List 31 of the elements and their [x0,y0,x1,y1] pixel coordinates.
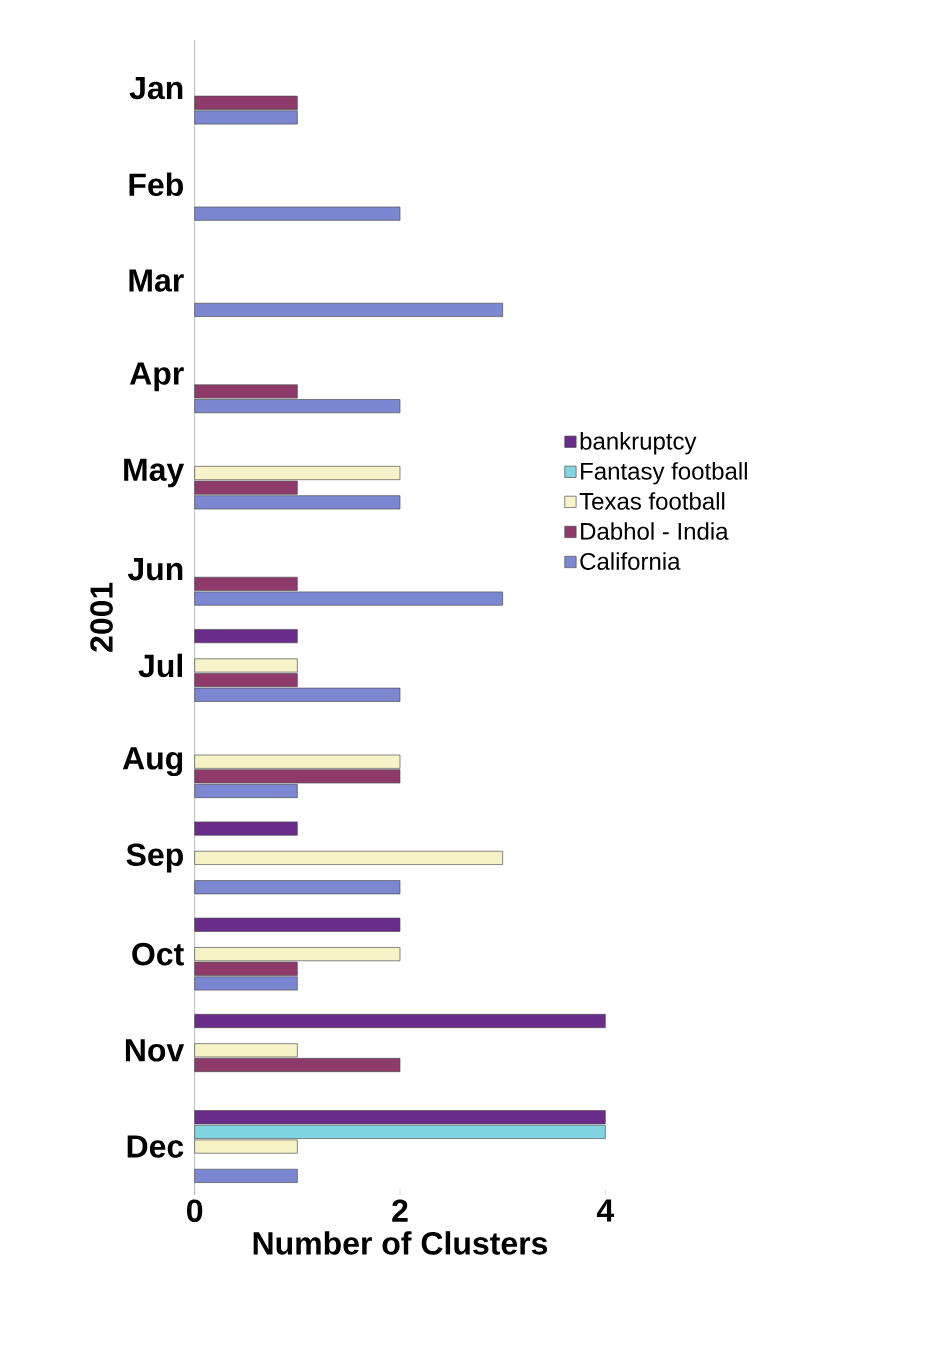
y-tick-label: Mar [129,269,184,292]
y-tick-label: Aug [123,747,183,777]
x-axis-title: Number of Clusters [253,1231,548,1255]
bar [194,1168,298,1183]
legend-label: Fantasy football [581,462,748,485]
bar [194,880,401,895]
x-tick-label: 0 [187,1199,203,1223]
legend-label: bankruptcy [580,432,697,455]
bar [194,302,504,317]
x-tick-label: 2 [392,1199,408,1222]
legend-label: Dabhol - India [581,522,729,540]
y-tick-label: May [124,458,185,488]
y-tick-label: Dec [127,1135,184,1158]
y-axis-title: 2001 [90,582,114,652]
y-tick-label: Jun [128,558,183,581]
bar [194,1014,606,1029]
bar [194,850,504,865]
y-tick-label: Nov [126,1039,185,1062]
y-tick-label: Feb [129,172,184,197]
bar [194,917,401,932]
bar [194,821,298,836]
legend-label: California [580,552,681,570]
y-tick-label: Jul [138,653,183,678]
y-tick-label: Jan [129,76,183,100]
legend-label: Texas football [579,492,725,510]
y-tick-label: Oct [132,942,185,966]
x-tick-label: 4 [597,1199,615,1222]
y-tick-label: Apr [130,362,184,392]
bar [194,206,401,221]
y-tick-label: Sep [126,843,184,873]
bar [194,629,298,644]
